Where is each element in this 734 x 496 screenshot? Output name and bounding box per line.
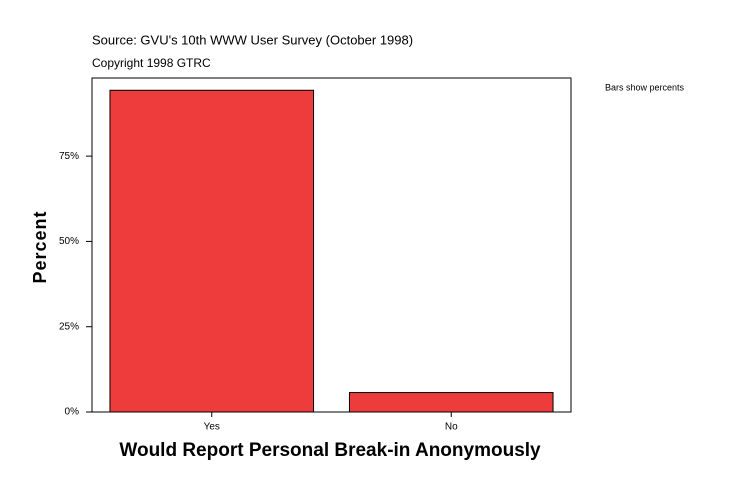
bar (109, 89, 315, 413)
y-tick-label: 0% (65, 407, 80, 418)
source: Source: GVU's 10th WWW User Survey (Octo… (92, 32, 413, 47)
note: Bars show percents (605, 82, 685, 92)
x-tick-label: Yes (204, 422, 220, 433)
plot-frame (91, 77, 572, 413)
y-tick-label: 25% (59, 321, 79, 332)
y-tick-label: 50% (59, 236, 79, 247)
x-tick-label: No (445, 422, 458, 433)
x-axis-title: Would Report Personal Break-in Anonymous… (119, 440, 541, 461)
bar (348, 392, 554, 413)
y-tick-label: 75% (59, 151, 79, 162)
y-axis-title: Percent (30, 210, 50, 283)
copyright: Copyright 1998 GTRC (92, 56, 211, 70)
